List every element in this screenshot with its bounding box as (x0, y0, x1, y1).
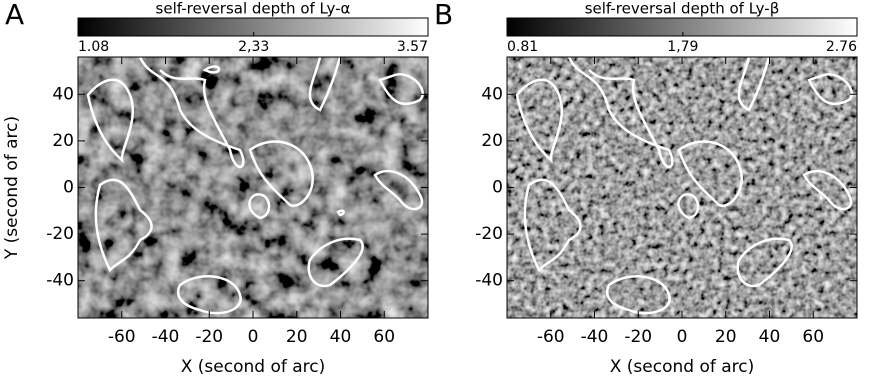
x-tick-label: -40 (581, 327, 609, 347)
y-tick-label: 0 (492, 178, 503, 198)
y-tick-label: -40 (46, 271, 74, 291)
x-tick-label: -20 (624, 327, 652, 347)
y-tick-label: -20 (475, 224, 503, 244)
heatmap-image (507, 57, 857, 318)
panel-label: A (5, 0, 24, 31)
x-axis-label: X (second of arc) (610, 357, 755, 377)
x-tick-label: 0 (677, 327, 688, 347)
colorbar-tick-label: 2,33 (238, 39, 269, 55)
x-tick-label: 20 (715, 327, 737, 347)
x-tick-label: 40 (330, 327, 352, 347)
x-tick-label: -40 (152, 327, 180, 347)
colorbar-title: self-reversal depth of Ly-β (585, 0, 780, 18)
y-tick-label: -40 (475, 271, 503, 291)
colorbar-title: self-reversal depth of Ly-α (156, 0, 351, 18)
x-tick-label: 20 (286, 327, 308, 347)
colorbar-tick-label: 1.08 (78, 39, 109, 55)
y-tick-label: 40 (52, 84, 74, 104)
colorbar (506, 17, 858, 37)
colorbar-tick-label: 0.81 (507, 39, 538, 55)
x-tick-label: -20 (195, 327, 223, 347)
colorbar (77, 17, 429, 37)
x-tick-label: -60 (537, 327, 565, 347)
y-tick-label: 20 (52, 131, 74, 151)
contours (515, 57, 853, 315)
panel-label: B (434, 0, 453, 31)
y-tick-label: 40 (481, 84, 503, 104)
y-axis-label: Y (second of arc) (2, 116, 22, 260)
colorbar-tick-label: 1,79 (667, 39, 698, 55)
x-axis-label: X (second of arc) (181, 357, 326, 377)
x-tick-label: 0 (248, 327, 259, 347)
heatmap-image (78, 57, 428, 318)
colorbar-tick-label: 2.76 (826, 39, 857, 55)
x-tick-label: -60 (108, 327, 136, 347)
y-tick-label: 0 (63, 178, 74, 198)
x-tick-label: 40 (759, 327, 781, 347)
y-tick-label: 20 (481, 131, 503, 151)
y-tick-label: -20 (46, 224, 74, 244)
x-tick-label: 60 (373, 327, 395, 347)
x-tick-label: 60 (802, 327, 824, 347)
contours (86, 57, 424, 315)
colorbar-tick-label: 3.57 (397, 39, 428, 55)
